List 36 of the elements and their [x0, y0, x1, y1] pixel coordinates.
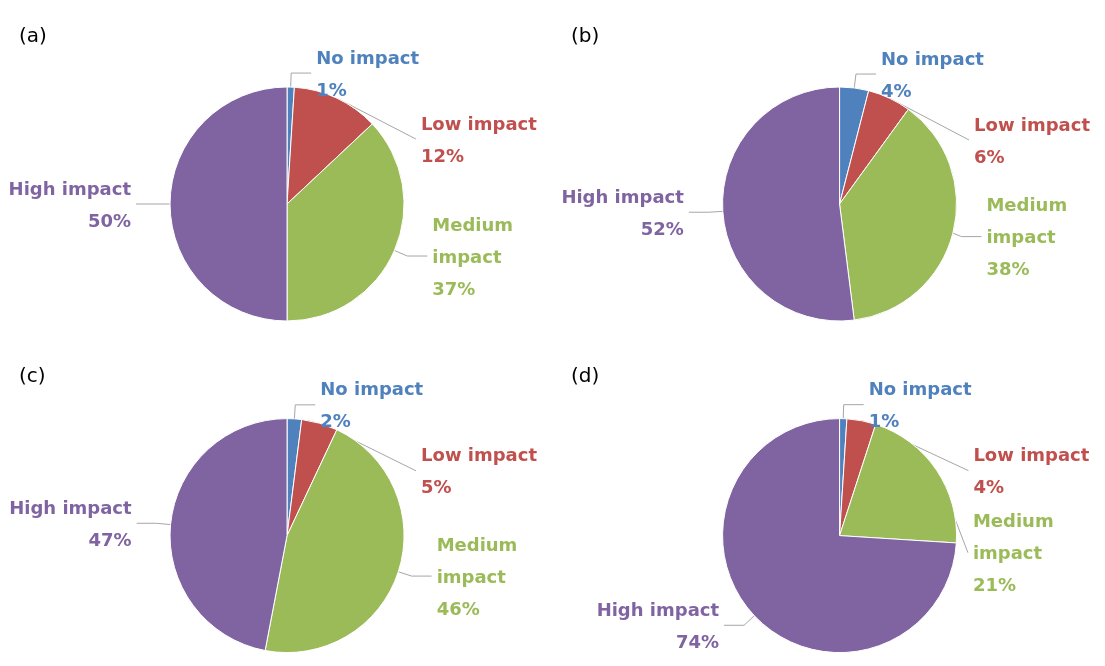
data-label: 1% — [868, 410, 900, 432]
data-label: 37% — [432, 277, 476, 299]
data-label: 12% — [420, 144, 464, 166]
data-label: 1% — [316, 78, 347, 100]
data-label: 4% — [973, 476, 1004, 498]
data-label: 6% — [974, 145, 1005, 167]
data-label: 5% — [421, 476, 452, 498]
slice-label: High impact — [561, 185, 685, 207]
slice-label: Medium impact — [436, 533, 524, 587]
slice-label: High impact — [596, 598, 720, 620]
chart-title: (b) — [571, 23, 600, 47]
slice-label: Medium impact — [986, 194, 1074, 248]
data-label: 21% — [972, 574, 1016, 596]
slice-label: Low impact — [974, 113, 1091, 135]
data-label: 47% — [88, 528, 132, 550]
slice-label: No impact — [320, 378, 424, 400]
data-label: 2% — [320, 410, 351, 432]
data-label: 74% — [675, 630, 720, 652]
data-label: 50% — [87, 209, 132, 231]
slice-label: High impact — [8, 177, 132, 199]
chart-title: (c) — [19, 363, 46, 387]
slice-label: No impact — [868, 378, 972, 400]
slice-label: No impact — [880, 47, 985, 69]
slice-label: Low impact — [973, 444, 1090, 466]
chart-title: (a) — [19, 23, 47, 47]
chart-title: (d) — [571, 363, 600, 387]
slice-label: Medium impact — [432, 213, 520, 267]
data-label: 52% — [640, 217, 684, 239]
slice-label: No impact — [316, 46, 420, 68]
data-label: 38% — [986, 258, 1030, 280]
slice-label: Low impact — [421, 444, 538, 466]
slice-label: Low impact — [420, 112, 538, 134]
slice-label: High impact — [9, 496, 133, 518]
data-label: 46% — [436, 597, 480, 619]
slice-label: Medium impact — [972, 510, 1060, 564]
data-label: 4% — [880, 79, 912, 101]
